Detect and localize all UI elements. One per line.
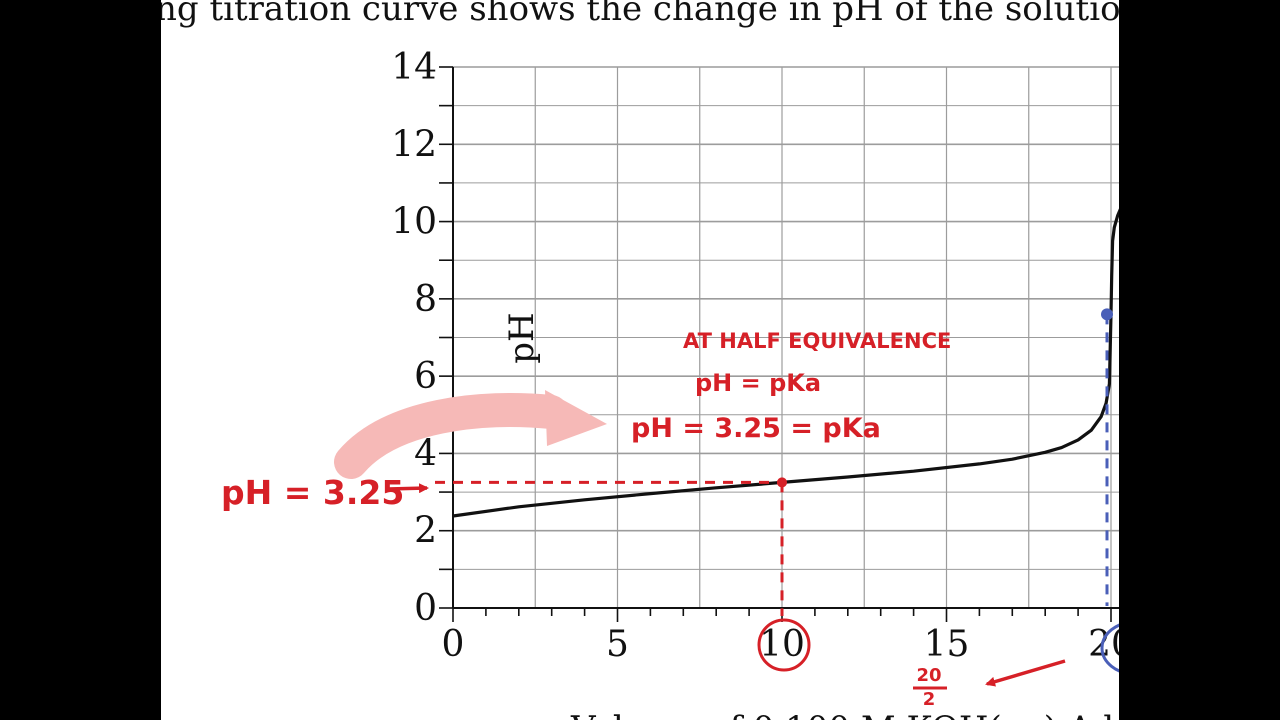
fraction-denominator: 2 bbox=[923, 689, 936, 710]
ph-value-equals-pka-note: pH = 3.25 = pKa bbox=[631, 413, 881, 444]
video-frame: ng titration curve shows the change in p… bbox=[161, 0, 1119, 720]
x-tick-10-circle bbox=[757, 618, 811, 672]
half-eq-point bbox=[777, 477, 787, 488]
y-tick-label: 2 bbox=[414, 511, 437, 552]
x-tick-label: 15 bbox=[924, 624, 970, 665]
titration-chart: ng titration curve shows the change in p… bbox=[161, 0, 1119, 720]
fraction-numerator: 20 bbox=[916, 665, 941, 686]
chart-axes: 0246810121405101520 bbox=[391, 47, 1119, 665]
header-text: ng titration curve shows the change in p… bbox=[161, 0, 1119, 29]
highlight-arrow-shaft bbox=[334, 393, 568, 479]
y-tick-label: 6 bbox=[414, 356, 437, 397]
y-tick-label: 14 bbox=[391, 47, 437, 88]
equivalence-point bbox=[1101, 308, 1113, 321]
y-tick-label: 8 bbox=[414, 279, 437, 320]
x-tick-20-circle bbox=[1100, 623, 1119, 673]
half-equivalence-note: AT HALF EQUIVALENCE bbox=[683, 329, 951, 353]
y-tick-label: 10 bbox=[391, 202, 437, 243]
curve-layer bbox=[452, 208, 1119, 518]
y-tick-label: 0 bbox=[414, 588, 437, 629]
x-tick-label: 0 bbox=[442, 624, 465, 665]
ph-equals-pka-note: pH = pKa bbox=[695, 369, 821, 397]
y-axis-label: pH bbox=[502, 312, 542, 363]
x-tick-label: 5 bbox=[606, 624, 629, 665]
fraction-arrow bbox=[985, 659, 1066, 687]
y-tick-label: 4 bbox=[414, 433, 437, 474]
ph-callout-label: pH = 3.25 bbox=[221, 473, 404, 512]
y-tick-label: 12 bbox=[391, 124, 437, 165]
annotation-layer bbox=[435, 308, 1119, 673]
x-axis-label: Volume of 0.100 M KOH(aq) Add bbox=[570, 709, 1119, 720]
x-tick-label: 10 bbox=[759, 624, 805, 665]
highlight-arrow-head bbox=[545, 390, 607, 446]
ph-callout-arrow bbox=[387, 483, 429, 494]
chart-grid bbox=[453, 66, 1119, 608]
titration-curve bbox=[452, 208, 1119, 518]
